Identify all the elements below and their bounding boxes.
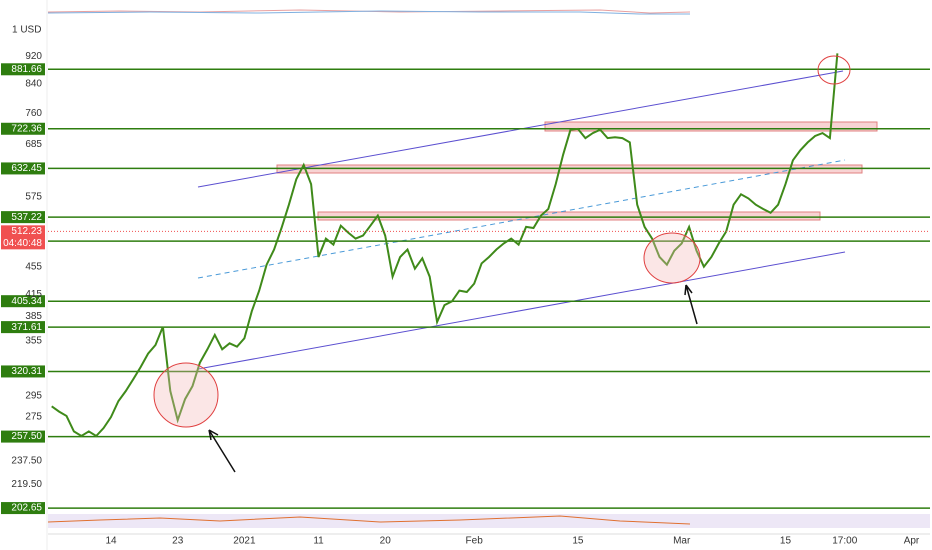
y-tick-label: 355 bbox=[25, 335, 42, 346]
level-label-bg bbox=[1, 365, 45, 378]
y-tick-label: 415 bbox=[25, 289, 42, 300]
y-tick-label: 840 bbox=[25, 78, 42, 89]
y-tick-label: 385 bbox=[25, 311, 42, 322]
level-label-bg bbox=[1, 122, 45, 135]
level-label: 722.36 bbox=[11, 123, 42, 134]
x-tick-label: Apr bbox=[904, 536, 920, 547]
level-label: 202.65 bbox=[11, 503, 42, 514]
level-label-bg bbox=[1, 211, 45, 224]
current-price-bg bbox=[1, 225, 45, 250]
x-tick-label: 11 bbox=[313, 536, 324, 547]
y-tick-label: 455 bbox=[25, 261, 42, 272]
rsi-line bbox=[47, 515, 691, 525]
x-tick-label: 23 bbox=[172, 536, 184, 547]
level-label-bg bbox=[1, 430, 45, 443]
x-tick-label: 2021 bbox=[233, 536, 256, 547]
level-label: 371.61 bbox=[11, 322, 42, 333]
level-label: 405.34 bbox=[11, 296, 42, 307]
level-label-bg bbox=[1, 502, 45, 515]
y-tick-label: 920 bbox=[25, 51, 42, 62]
level-label-bg bbox=[1, 321, 45, 334]
level-label-bg bbox=[1, 295, 45, 308]
zone bbox=[544, 121, 878, 132]
x-tick-label: Mar bbox=[673, 536, 691, 547]
level-label-bg bbox=[1, 162, 45, 175]
y-tick-label: 275 bbox=[25, 412, 42, 423]
indicator-line bbox=[47, 9, 691, 14]
y-tick-label: 760 bbox=[25, 108, 42, 119]
zone bbox=[317, 211, 821, 221]
arrow bbox=[684, 284, 698, 325]
x-tick-label: 20 bbox=[380, 536, 392, 547]
y-tick-label: 685 bbox=[25, 139, 42, 150]
highlight-circle bbox=[817, 55, 851, 85]
rsi-panel bbox=[48, 514, 930, 528]
countdown-label: 04:40:48 bbox=[3, 238, 42, 249]
current-price-label: 512.23 bbox=[11, 226, 42, 237]
channel-line bbox=[197, 251, 846, 370]
y-tick-label: 237.50 bbox=[11, 455, 42, 466]
x-tick-label: 14 bbox=[105, 536, 117, 547]
level-label: 632.45 bbox=[11, 163, 42, 174]
channel-mid bbox=[197, 159, 846, 279]
x-tick-label: Feb bbox=[466, 536, 484, 547]
level-label: 320.31 bbox=[11, 366, 42, 377]
level-label: 537.22 bbox=[11, 212, 42, 223]
y-tick-label: 219.50 bbox=[11, 479, 42, 490]
x-tick-label: 15 bbox=[572, 536, 584, 547]
x-tick-label: 17:00 bbox=[832, 536, 857, 547]
axis-unit: 1 USD bbox=[12, 25, 41, 36]
price-line bbox=[51, 53, 839, 438]
y-tick-label: 575 bbox=[25, 191, 42, 202]
level-label-bg bbox=[1, 63, 45, 76]
level-label: 881.66 bbox=[11, 64, 42, 75]
level-label: 257.50 bbox=[11, 431, 42, 442]
y-tick-label: 295 bbox=[25, 391, 42, 402]
highlight-circle bbox=[153, 362, 219, 428]
arrow bbox=[208, 429, 236, 473]
x-tick-label: 15 bbox=[780, 536, 792, 547]
indicator-line bbox=[47, 10, 690, 15]
highlight-circle bbox=[643, 232, 701, 284]
